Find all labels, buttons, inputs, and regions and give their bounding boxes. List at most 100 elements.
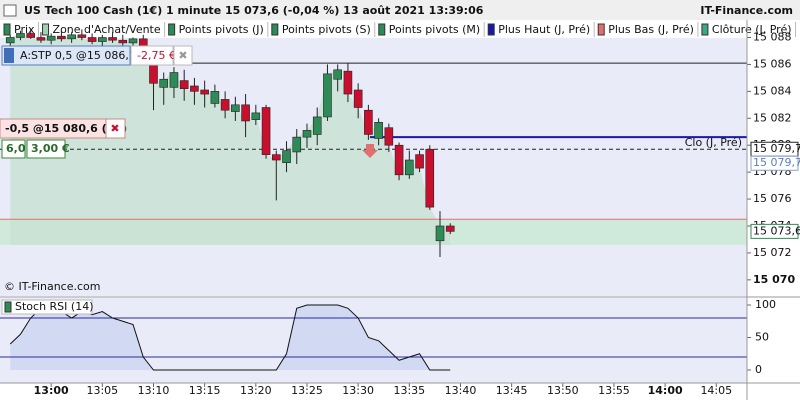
y-tick-label: 15 072	[753, 246, 792, 259]
candle-body	[200, 89, 209, 95]
rsi-title: Stoch RSI (14)	[15, 300, 94, 313]
pivot-tag-box	[750, 155, 799, 171]
candle-body	[67, 34, 76, 40]
candle-body	[159, 78, 169, 88]
x-tick-label: 13:50	[547, 384, 579, 397]
legend-entry[interactable]: Points pivots (J)	[179, 23, 264, 36]
candle-body	[425, 148, 435, 208]
cancel-button[interactable]	[105, 118, 126, 139]
candle-body	[302, 130, 312, 138]
stop-pnl: -2,75 €	[137, 49, 176, 62]
legend-swatch	[271, 23, 279, 36]
candle-body	[46, 35, 56, 41]
candle-body	[364, 109, 373, 135]
candle-body	[108, 37, 117, 41]
close-icon[interactable]: ✖	[178, 49, 187, 62]
candle-body	[445, 225, 455, 232]
candle-body	[435, 225, 445, 242]
y-tick-label: 100	[755, 298, 776, 311]
candle-body	[282, 150, 291, 164]
candle-body	[220, 99, 230, 111]
brand: IT-Finance.com	[700, 4, 793, 17]
candle-body	[77, 34, 87, 38]
legend-swatch	[487, 23, 495, 36]
pivot-tag: 15 079,7	[753, 156, 800, 169]
cancel-icon[interactable]: ✖	[110, 122, 119, 135]
candle-body	[333, 69, 342, 80]
rsi-area	[10, 305, 451, 371]
pnl-box	[130, 45, 174, 66]
legend: Prix Zone d'Achat/Vente Points pivots (J) P…	[0, 21, 797, 38]
legend-entry[interactable]: Prix	[14, 23, 35, 36]
rsi-swatch	[4, 301, 12, 313]
candle-body	[251, 112, 261, 120]
x-tick-label: 13:40	[445, 384, 477, 397]
y-tick-label: 15 088	[753, 31, 792, 44]
candle-body	[190, 85, 199, 92]
candle-body	[179, 80, 189, 89]
candle-body	[312, 116, 322, 135]
previous-close-tag: 15 079,7	[753, 142, 800, 155]
legend-entry[interactable]: Clôture (J, Pré)	[712, 23, 792, 36]
y-tick-label: 0	[755, 363, 762, 376]
candle-body	[231, 104, 240, 112]
y-tick-label: 15 084	[753, 84, 792, 97]
candle-body	[292, 136, 302, 153]
amount: 3,00 €	[31, 142, 70, 155]
x-tick-label: 13:05	[86, 384, 118, 397]
x-tick-label: 14:00	[648, 384, 683, 397]
candle-body	[261, 107, 271, 155]
legend-swatch	[378, 23, 386, 36]
candle-body	[87, 37, 97, 42]
drag-handle[interactable]	[4, 48, 14, 63]
last-price-tag: 15 073,6	[753, 224, 800, 237]
amount-box	[26, 139, 66, 159]
close-button[interactable]	[173, 45, 193, 66]
legend-swatch	[168, 23, 176, 36]
menu-icon[interactable]	[3, 4, 17, 17]
x-tick-label: 13:15	[189, 384, 221, 397]
stop-order: A:STP 0,5 @15 086,1	[20, 49, 136, 62]
candle-body	[343, 70, 353, 95]
y-tick-label: 15 076	[753, 192, 792, 205]
previous-close-name: Clo (J, Pré)	[685, 136, 742, 149]
legend-swatch	[42, 23, 50, 36]
legend-entry[interactable]: Plus Haut (J, Pré)	[498, 23, 590, 36]
y-tick-label: 15 082	[753, 111, 792, 124]
candle-body	[118, 39, 128, 44]
rsi-title-box	[1, 299, 93, 315]
candle-body	[394, 144, 404, 176]
price-area	[10, 33, 451, 245]
x-tick-label: 13:25	[291, 384, 323, 397]
candle-body	[374, 122, 383, 139]
x-tick-label: 13:45	[496, 384, 528, 397]
last-price-tag-box	[750, 223, 799, 239]
x-tick-label: 13:35	[393, 384, 425, 397]
candle-body	[128, 38, 138, 44]
x-tick-label: 13:55	[598, 384, 630, 397]
legend-swatch	[701, 23, 709, 36]
candle-body	[16, 33, 25, 38]
candle-body	[26, 33, 35, 38]
stop-order-box[interactable]	[1, 45, 131, 66]
y-tick-label: 15 086	[753, 57, 792, 70]
y-tick-label: 15 070	[753, 273, 795, 286]
copyright: © IT-Finance.com	[4, 280, 101, 293]
sell-arrow	[362, 144, 378, 158]
legend-bar	[0, 21, 747, 38]
legend-entry[interactable]: Points pivots (S)	[282, 23, 371, 36]
x-tick-label: 13:00	[34, 384, 69, 397]
y-tick-label: 50	[755, 331, 769, 344]
legend-entry[interactable]: Zone d'Achat/Vente	[53, 23, 161, 36]
legend-entry[interactable]: Plus Bas (J, Pré)	[608, 23, 694, 36]
qty-box[interactable]	[1, 139, 26, 159]
candle-body	[5, 37, 15, 44]
x-tick-label: 13:20	[240, 384, 272, 397]
candle-body	[415, 154, 424, 169]
legend-entry[interactable]: Points pivots (M)	[389, 23, 480, 36]
legend-swatch	[3, 23, 11, 36]
candle-body	[36, 37, 46, 41]
candle-body	[323, 73, 332, 118]
